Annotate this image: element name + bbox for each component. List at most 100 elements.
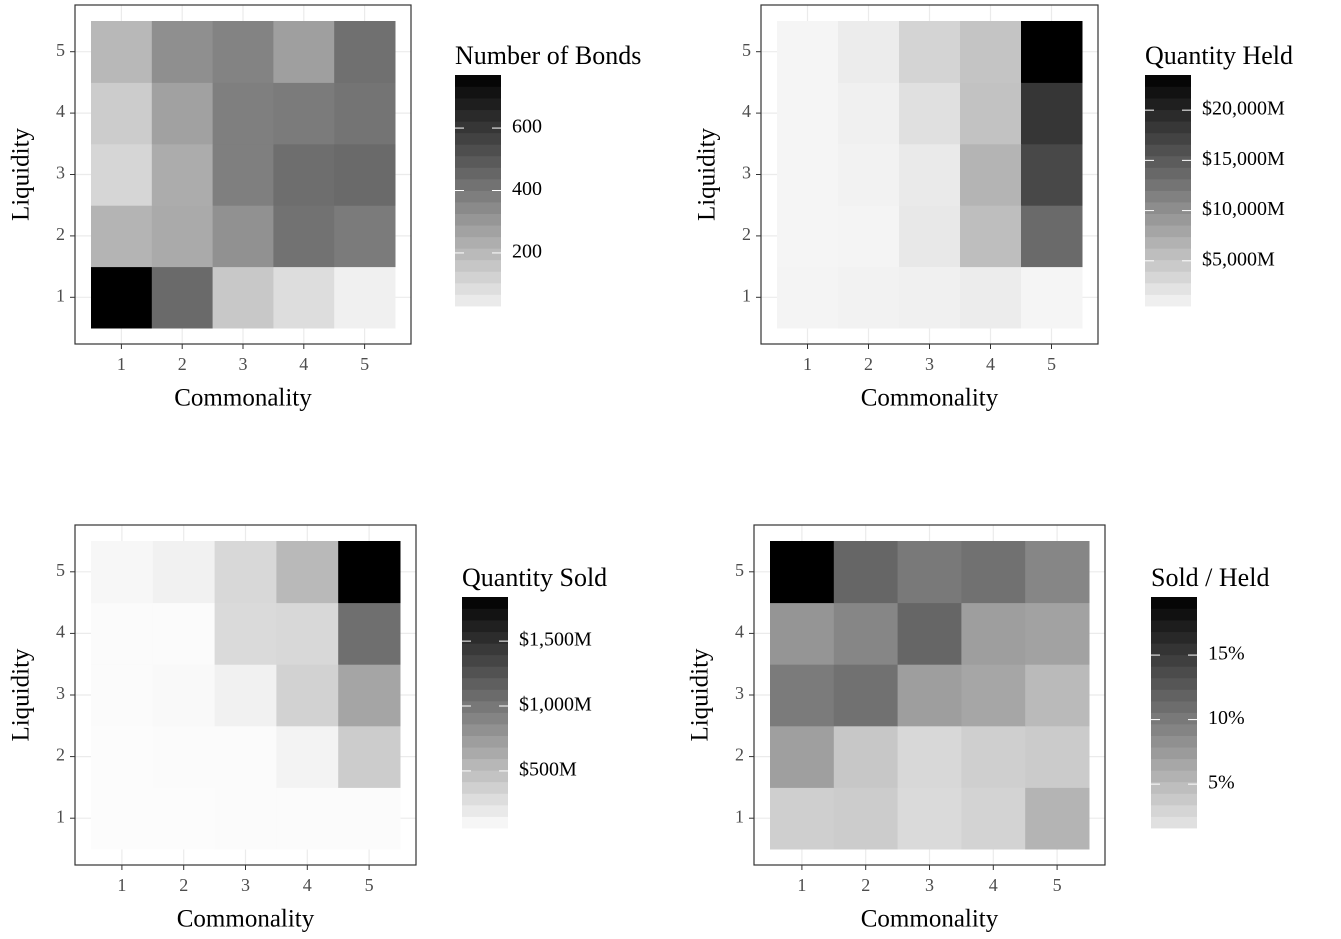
heat-cell xyxy=(214,602,277,665)
heat-cell xyxy=(1025,725,1090,788)
colorbar-step xyxy=(1145,155,1191,168)
x-tick-label: 5 xyxy=(1047,354,1056,374)
colorbar-step xyxy=(462,712,508,725)
colorbar-step xyxy=(462,758,508,771)
colorbar-label: 5% xyxy=(1208,772,1235,794)
colorbar-step xyxy=(1151,666,1197,679)
x-tick-label: 2 xyxy=(178,354,187,374)
colorbar-step xyxy=(1151,804,1197,817)
colorbar-step xyxy=(455,282,501,295)
colorbar-step xyxy=(462,735,508,748)
y-tick-label: 3 xyxy=(735,683,744,703)
heat-cell xyxy=(838,205,900,268)
heat-cell xyxy=(91,143,153,206)
colorbar-step xyxy=(1145,259,1191,272)
colorbar-step xyxy=(455,144,501,157)
colorbar-step xyxy=(1151,816,1197,829)
colorbar-step xyxy=(455,259,501,272)
y-tick-label: 5 xyxy=(735,560,744,580)
heat-cell xyxy=(1021,143,1083,206)
x-tick-label: 3 xyxy=(239,354,248,374)
heat-cell xyxy=(770,725,835,788)
x-tick-label: 5 xyxy=(1053,875,1062,895)
heat-cell xyxy=(899,21,961,83)
heat-cell xyxy=(214,664,277,727)
colorbar-step xyxy=(462,747,508,760)
heat-cell xyxy=(961,725,1026,788)
heat-cell xyxy=(897,602,962,665)
heat-cell xyxy=(897,787,962,850)
heat-cell xyxy=(276,664,339,727)
heat-cell xyxy=(1021,266,1083,329)
x-tick-label: 4 xyxy=(986,354,995,374)
colorbar-step xyxy=(455,202,501,214)
heat-cell xyxy=(1021,21,1083,83)
heat-cell xyxy=(833,664,899,727)
x-tick-label: 5 xyxy=(360,354,369,374)
y-tick-label: 4 xyxy=(56,622,65,642)
heat-cell xyxy=(338,787,401,850)
heat-cell xyxy=(833,602,899,665)
heat-cell xyxy=(273,266,335,329)
heat-cell xyxy=(1021,205,1083,268)
colorbar-step xyxy=(455,155,501,168)
heat-cell xyxy=(276,541,339,604)
colorbar-step xyxy=(455,178,501,191)
colorbar-step xyxy=(1145,86,1191,99)
colorbar-step xyxy=(462,677,508,690)
heat-cell xyxy=(899,205,961,268)
colorbar-step xyxy=(462,597,508,609)
heat-cell xyxy=(833,725,899,788)
heat-cell xyxy=(276,725,339,788)
colorbar-step xyxy=(1145,167,1191,180)
y-tick-label: 4 xyxy=(742,101,751,121)
colorbar-label: 200 xyxy=(512,241,542,263)
heat-cell xyxy=(838,143,900,206)
colorbar-step xyxy=(455,132,501,145)
heat-cell xyxy=(897,725,962,788)
y-tick-label: 5 xyxy=(56,560,65,580)
y-tick-label: 1 xyxy=(56,806,65,826)
legend-title: Number of Bonds xyxy=(455,41,641,70)
x-axis-title: Commonality xyxy=(174,385,312,412)
heat-cell xyxy=(212,205,274,268)
heat-cell xyxy=(961,602,1026,665)
colorbar-label: $500M xyxy=(519,758,577,780)
heat-cell xyxy=(833,787,899,850)
heat-cell xyxy=(91,787,154,850)
y-tick-label: 4 xyxy=(56,101,65,121)
colorbar-step xyxy=(455,236,501,249)
y-axis-title: Liquidity xyxy=(8,648,35,742)
heat-cell xyxy=(960,266,1022,329)
colorbar-step xyxy=(455,109,501,122)
colorbar-step xyxy=(1151,608,1197,621)
heat-cell xyxy=(214,787,277,850)
heat-cell xyxy=(770,664,835,727)
heat-cell xyxy=(777,205,839,268)
x-tick-label: 1 xyxy=(117,354,126,374)
heat-cell xyxy=(91,205,153,268)
heat-cell xyxy=(961,664,1026,727)
colorbar-step xyxy=(455,167,501,180)
y-tick-label: 2 xyxy=(742,224,751,244)
y-tick-label: 5 xyxy=(56,40,65,60)
colorbar-step xyxy=(1145,213,1191,226)
y-tick-label: 1 xyxy=(735,806,744,826)
colorbar-step xyxy=(1151,654,1197,667)
colorbar-step xyxy=(1151,758,1197,771)
heat-cell xyxy=(899,82,961,145)
colorbar-step xyxy=(1145,98,1191,111)
heat-cell xyxy=(777,143,839,206)
heat-cell xyxy=(212,266,274,329)
y-tick-label: 2 xyxy=(735,745,744,765)
heat-cell xyxy=(838,82,900,145)
heat-cell xyxy=(151,143,214,206)
colorbar-step xyxy=(462,816,508,829)
colorbar-label: $15,000M xyxy=(1202,148,1285,170)
x-tick-label: 4 xyxy=(299,354,308,374)
y-tick-label: 5 xyxy=(742,40,751,60)
colorbar-step xyxy=(1145,190,1191,203)
colorbar-step xyxy=(1145,121,1191,134)
colorbar-step xyxy=(1151,643,1197,656)
colorbar-step xyxy=(1145,282,1191,295)
